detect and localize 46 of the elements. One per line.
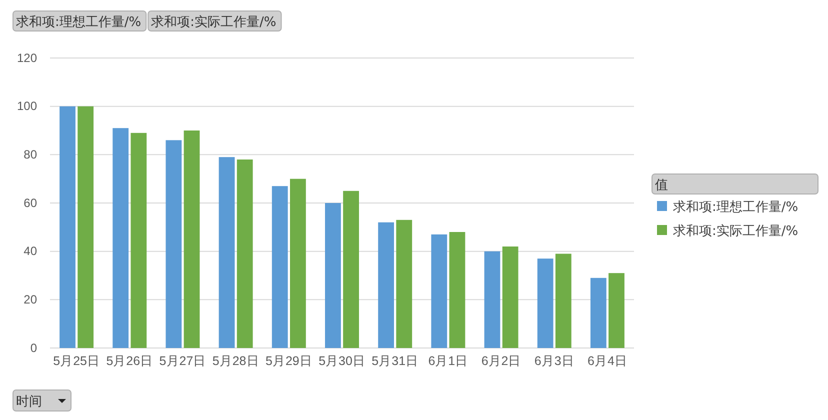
bar (325, 203, 341, 348)
bar (112, 128, 129, 348)
bar (396, 220, 412, 348)
y-tick-label: 40 (24, 244, 38, 258)
x-tick-label: 5月27日 (159, 354, 206, 368)
bar (431, 234, 448, 348)
bar (590, 278, 606, 348)
x-tick-label: 5月29日 (265, 354, 312, 368)
x-tick-label: 5月28日 (212, 354, 260, 368)
x-axis-title: 时间 (16, 394, 42, 410)
bar (343, 190, 359, 348)
x-tick-label: 5月31日 (372, 354, 419, 368)
legend-title: 值 (655, 178, 668, 193)
y-tick-label: 100 (16, 99, 38, 114)
x-tick-label: 6月2日 (481, 354, 522, 368)
bar (378, 222, 394, 348)
bar (78, 106, 94, 348)
x-tick-label: 5月25日 (53, 354, 100, 368)
bar (537, 258, 554, 348)
y-tick-label: 0 (30, 340, 38, 355)
bar (272, 186, 288, 348)
x-tick-label: 6月4日 (588, 354, 628, 368)
bar (608, 273, 624, 348)
bar (60, 106, 76, 348)
bar (290, 178, 306, 348)
bar (449, 232, 466, 348)
y-tick-label: 20 (24, 292, 38, 307)
legend-label: 求和项:实际工作量/% (673, 224, 798, 239)
x-tick-label: 6月3日 (534, 354, 574, 368)
x-tick-label: 5月26日 (106, 354, 154, 368)
bar (236, 160, 253, 348)
legend-label: 求和项:理想工作量/% (673, 200, 798, 215)
bar (184, 130, 200, 348)
bar (218, 157, 235, 348)
bar (555, 254, 572, 348)
y-tick-label: 120 (16, 50, 38, 65)
text: 求和项:理想工作量/% (16, 15, 142, 30)
y-tick-label: 80 (24, 148, 38, 162)
bar (502, 246, 518, 348)
bar (130, 132, 147, 348)
bar (166, 140, 182, 348)
y-tick-label: 60 (24, 196, 38, 210)
text: 求和项:实际工作量/% (151, 15, 276, 30)
x-tick-label: 6月1日 (428, 354, 468, 368)
bar (484, 251, 500, 348)
x-tick-label: 5月30日 (318, 354, 366, 368)
